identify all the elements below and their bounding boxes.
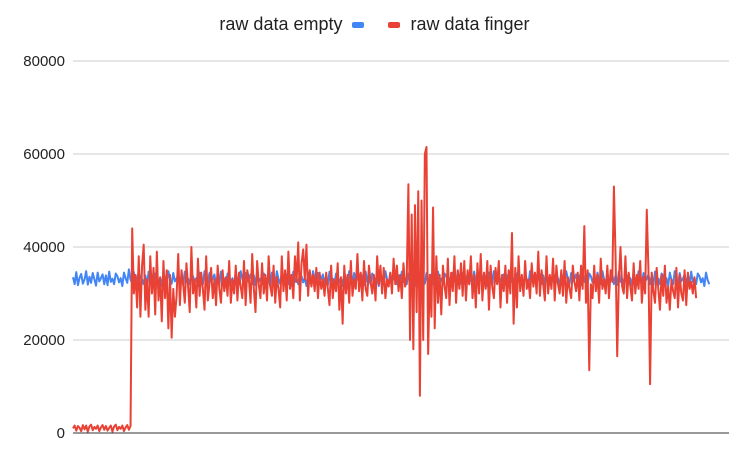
y-tick-label: 60000 <box>23 146 65 163</box>
legend-item-empty[interactable]: raw data empty <box>219 14 365 35</box>
legend-item-finger[interactable]: raw data finger <box>388 14 530 35</box>
legend-swatch-empty <box>352 21 365 28</box>
legend-label-empty: raw data empty <box>219 14 343 34</box>
y-tick-label: 0 <box>57 425 65 442</box>
y-tick-label: 40000 <box>23 239 65 256</box>
y-tick-label: 20000 <box>23 332 65 349</box>
series-line-finger[interactable] <box>72 146 698 433</box>
legend-swatch-finger <box>388 21 401 28</box>
y-tick-label: 80000 <box>23 53 65 70</box>
chart-legend: raw data empty raw data finger <box>0 14 749 35</box>
legend-label-finger: raw data finger <box>410 14 530 34</box>
